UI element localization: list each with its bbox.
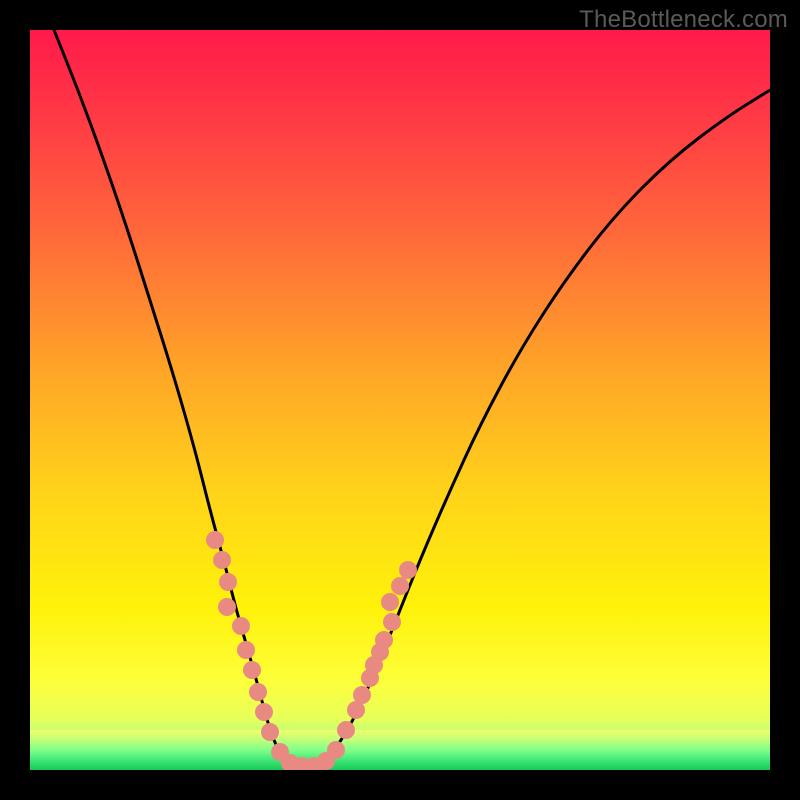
data-point [375, 631, 393, 649]
data-point [327, 741, 345, 759]
gradient-background [30, 30, 770, 770]
chart-frame: TheBottleneck.com [0, 0, 800, 800]
data-point [232, 617, 250, 635]
data-point [261, 723, 279, 741]
data-point [206, 531, 224, 549]
data-point [353, 686, 371, 704]
data-point [249, 683, 267, 701]
plot-area [30, 30, 770, 770]
data-point [218, 598, 236, 616]
watermark-text: TheBottleneck.com [579, 6, 788, 34]
data-point [213, 551, 231, 569]
data-point [255, 703, 273, 721]
data-point [399, 561, 417, 579]
data-point [243, 661, 261, 679]
data-point [337, 721, 355, 739]
data-point [219, 573, 237, 591]
data-point [383, 613, 401, 631]
data-point [237, 641, 255, 659]
green-band [30, 730, 770, 770]
data-point [391, 577, 409, 595]
chart-svg [30, 30, 770, 770]
data-point [381, 593, 399, 611]
